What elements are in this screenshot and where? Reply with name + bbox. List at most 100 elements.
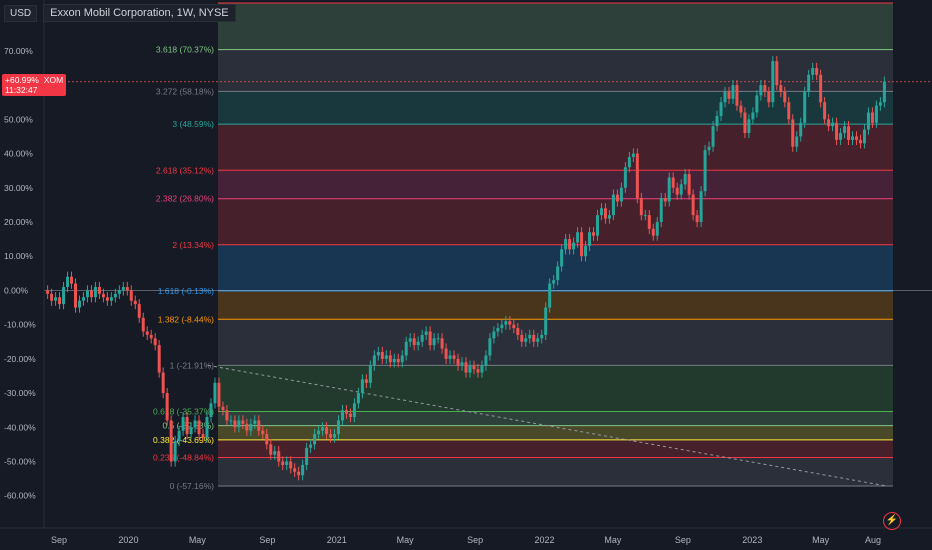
candle-body	[715, 115, 719, 127]
y-tick-label: 20.00%	[4, 217, 33, 227]
candle-body	[699, 191, 703, 222]
candle-body	[807, 74, 811, 92]
candle-body	[384, 355, 388, 359]
candle-body	[703, 150, 707, 192]
y-tick-label: 10.00%	[4, 251, 33, 261]
ticker-symbol: XOM	[43, 75, 64, 85]
candle-body	[803, 91, 807, 123]
candle-body	[655, 221, 659, 236]
candle-body	[639, 198, 643, 216]
candle-body	[424, 331, 428, 335]
candle-body	[480, 365, 484, 373]
y-tick-label: -20.00%	[4, 354, 36, 364]
candle-body	[317, 430, 321, 435]
fib-zone	[218, 244, 893, 291]
candle-body	[839, 133, 843, 140]
candle-body	[747, 119, 751, 134]
candle-body	[862, 129, 866, 144]
fib-zone	[218, 457, 893, 486]
candle-body	[336, 420, 340, 435]
candle-body	[572, 242, 576, 250]
candle-body	[508, 321, 512, 325]
candle-body	[679, 184, 683, 195]
x-tick-label: 2021	[327, 535, 347, 545]
x-tick-label: May	[189, 535, 207, 545]
candle-body	[456, 358, 460, 366]
x-tick-label: 2023	[742, 535, 762, 545]
fib-zone	[218, 3, 893, 50]
y-tick-label: 70.00%	[4, 46, 33, 56]
candle-body	[117, 290, 121, 294]
candle-body	[687, 174, 691, 195]
candle-body	[432, 338, 436, 346]
candle-body	[233, 420, 237, 428]
fib-zone	[218, 425, 893, 440]
candle-body	[364, 379, 368, 383]
candle-body	[376, 352, 380, 356]
candle-body	[448, 355, 452, 359]
candle-body	[488, 338, 492, 356]
candle-body	[775, 61, 779, 86]
candle-body	[348, 413, 352, 418]
candle-body	[576, 232, 580, 243]
candle-body	[141, 317, 145, 332]
fib-level-label: 0.618 (-35.37%)	[153, 406, 214, 416]
candle-body	[352, 403, 356, 418]
y-tick-label: 50.00%	[4, 114, 33, 124]
currency-button[interactable]: USD	[4, 4, 38, 22]
symbol-title[interactable]: Exxon Mobil Corporation, 1W, NYSE	[43, 4, 236, 22]
candle-body	[253, 420, 257, 424]
candle-body	[153, 338, 157, 346]
candle-body	[101, 293, 105, 298]
candle-body	[751, 112, 755, 120]
candle-body	[289, 461, 293, 469]
candle-body	[767, 91, 771, 103]
candle-body	[169, 420, 173, 462]
candle-body	[356, 393, 360, 404]
candle-body	[161, 372, 165, 394]
candle-body	[472, 365, 476, 370]
candle-body	[241, 420, 245, 424]
candle-body	[727, 91, 731, 99]
candle-body	[847, 126, 851, 140]
candle-body	[520, 334, 524, 342]
candle-body	[444, 348, 448, 359]
y-tick-label: 40.00%	[4, 149, 33, 159]
candle-body	[635, 153, 639, 199]
candle-body	[823, 102, 827, 120]
candle-body	[321, 427, 325, 431]
bar-countdown: 11:32:47	[5, 85, 38, 95]
candle-body	[878, 102, 882, 106]
candle-body	[105, 297, 109, 301]
candle-body	[396, 358, 400, 363]
fib-zone	[218, 319, 893, 366]
candle-body	[584, 245, 588, 257]
fib-zone	[218, 439, 893, 458]
candle-body	[420, 334, 424, 342]
candle-body	[221, 406, 225, 411]
fib-level-label: 1.618 (-0.13%)	[158, 286, 214, 296]
x-tick-label: Sep	[259, 535, 275, 545]
candle-body	[109, 297, 113, 301]
candle-body	[325, 427, 329, 435]
candle-body	[651, 228, 655, 236]
candle-body	[205, 417, 209, 438]
trend-line	[208, 364, 887, 487]
y-tick-label: -60.00%	[4, 491, 36, 501]
lightning-icon[interactable]: ⚡	[883, 512, 901, 530]
candle-body	[779, 85, 783, 92]
candle-body	[309, 444, 313, 448]
candle-body	[599, 208, 603, 216]
candle-body	[707, 146, 711, 151]
candle-body	[225, 410, 229, 421]
candle-body	[257, 420, 261, 431]
candle-body	[683, 174, 687, 185]
candle-body	[560, 249, 564, 267]
candle-body	[81, 297, 85, 301]
candle-body	[428, 331, 432, 346]
candle-body	[149, 334, 153, 339]
candle-body	[368, 365, 372, 383]
candle-body	[623, 167, 627, 188]
candle-body	[400, 355, 404, 363]
